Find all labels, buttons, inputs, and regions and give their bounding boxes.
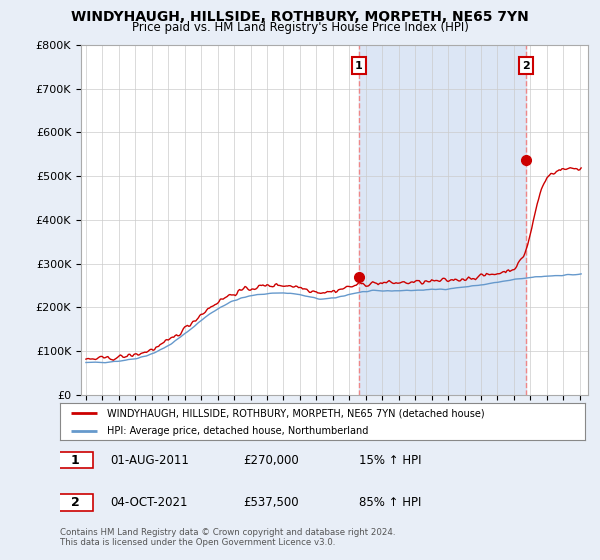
- Text: WINDYHAUGH, HILLSIDE, ROTHBURY, MORPETH, NE65 7YN: WINDYHAUGH, HILLSIDE, ROTHBURY, MORPETH,…: [71, 10, 529, 24]
- Text: £270,000: £270,000: [244, 454, 299, 467]
- Text: 01-AUG-2011: 01-AUG-2011: [110, 454, 189, 467]
- Text: £537,500: £537,500: [244, 496, 299, 509]
- FancyBboxPatch shape: [58, 452, 93, 468]
- Text: 04-OCT-2021: 04-OCT-2021: [110, 496, 187, 509]
- Text: 1: 1: [355, 61, 363, 71]
- Bar: [359, 45, 526, 395]
- Text: 2: 2: [71, 496, 80, 509]
- Text: WINDYHAUGH, HILLSIDE, ROTHBURY, MORPETH, NE65 7YN (detached house): WINDYHAUGH, HILLSIDE, ROTHBURY, MORPETH,…: [107, 408, 485, 418]
- FancyBboxPatch shape: [58, 494, 93, 511]
- Text: Price paid vs. HM Land Registry's House Price Index (HPI): Price paid vs. HM Land Registry's House …: [131, 21, 469, 34]
- Text: 1: 1: [71, 454, 80, 467]
- Text: 2: 2: [523, 61, 530, 71]
- Text: HPI: Average price, detached house, Northumberland: HPI: Average price, detached house, Nort…: [107, 426, 368, 436]
- Text: Contains HM Land Registry data © Crown copyright and database right 2024.
This d: Contains HM Land Registry data © Crown c…: [60, 528, 395, 547]
- Text: 85% ↑ HPI: 85% ↑ HPI: [359, 496, 422, 509]
- Text: 15% ↑ HPI: 15% ↑ HPI: [359, 454, 422, 467]
